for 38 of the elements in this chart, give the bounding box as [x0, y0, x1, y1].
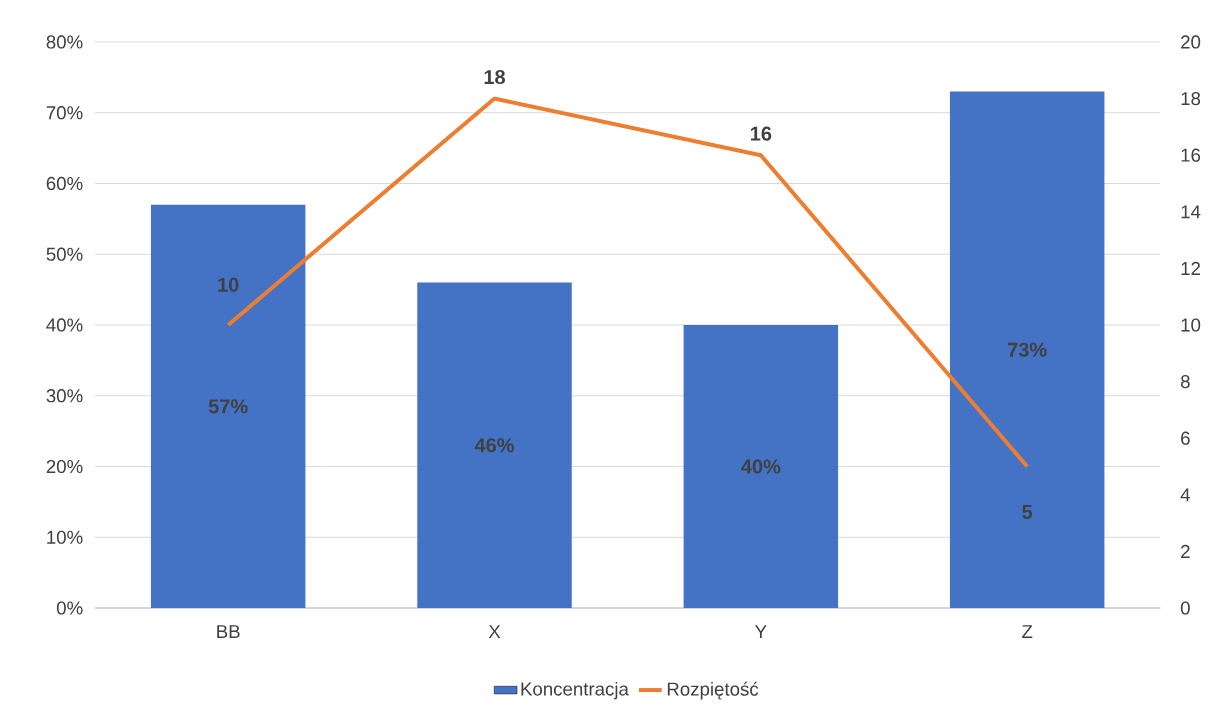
- y-tick-label: 0%: [56, 601, 83, 615]
- data-label: 16: [750, 126, 772, 141]
- y-tick-label: 40%: [46, 318, 83, 332]
- data-label: 18: [484, 69, 505, 85]
- y2-tick-label: 6: [1181, 431, 1190, 445]
- y2-tick-label: 4: [1180, 488, 1190, 502]
- legend-label: Koncentracja: [521, 681, 629, 700]
- y2-tick-label: 0: [1180, 601, 1190, 615]
- x-tick-label: BB: [217, 625, 240, 638]
- legend-label: Rozpiętość: [667, 681, 759, 700]
- x-tick-label: Y: [755, 625, 767, 638]
- y2-tick-label: 2: [1181, 544, 1190, 558]
- bar: [417, 282, 572, 608]
- x-tick-label: X: [488, 625, 501, 638]
- y2-tick-label: 14: [1181, 205, 1201, 219]
- y-tick-label: 50%: [46, 247, 83, 261]
- data-label: 10: [218, 277, 239, 292]
- data-label: 46%: [474, 438, 514, 453]
- y-tick-label: 70%: [46, 106, 83, 120]
- y2-tick-label: 18: [1181, 91, 1201, 106]
- data-label: 40%: [741, 459, 781, 474]
- y-tick-label: 60%: [46, 176, 83, 191]
- bar: [949, 91, 1105, 608]
- y2-tick-label: 8: [1180, 374, 1190, 389]
- y-tick-label: 10%: [47, 530, 83, 544]
- y2-tick-label: 12: [1181, 261, 1200, 275]
- y-tick-label: 20%: [46, 459, 83, 474]
- data-label: 73%: [1008, 342, 1047, 357]
- bar: [683, 325, 839, 608]
- y2-tick-label: 20: [1181, 35, 1201, 49]
- y2-tick-label: 16: [1181, 148, 1201, 162]
- x-tick-label: Z: [1022, 625, 1033, 638]
- y-tick-label: 80%: [46, 35, 83, 49]
- bar: [150, 204, 306, 608]
- y2-tick-label: 10: [1181, 318, 1201, 332]
- y-tick-label: 30%: [46, 389, 83, 403]
- data-label: 5: [1022, 504, 1033, 519]
- data-label: 57%: [208, 399, 248, 414]
